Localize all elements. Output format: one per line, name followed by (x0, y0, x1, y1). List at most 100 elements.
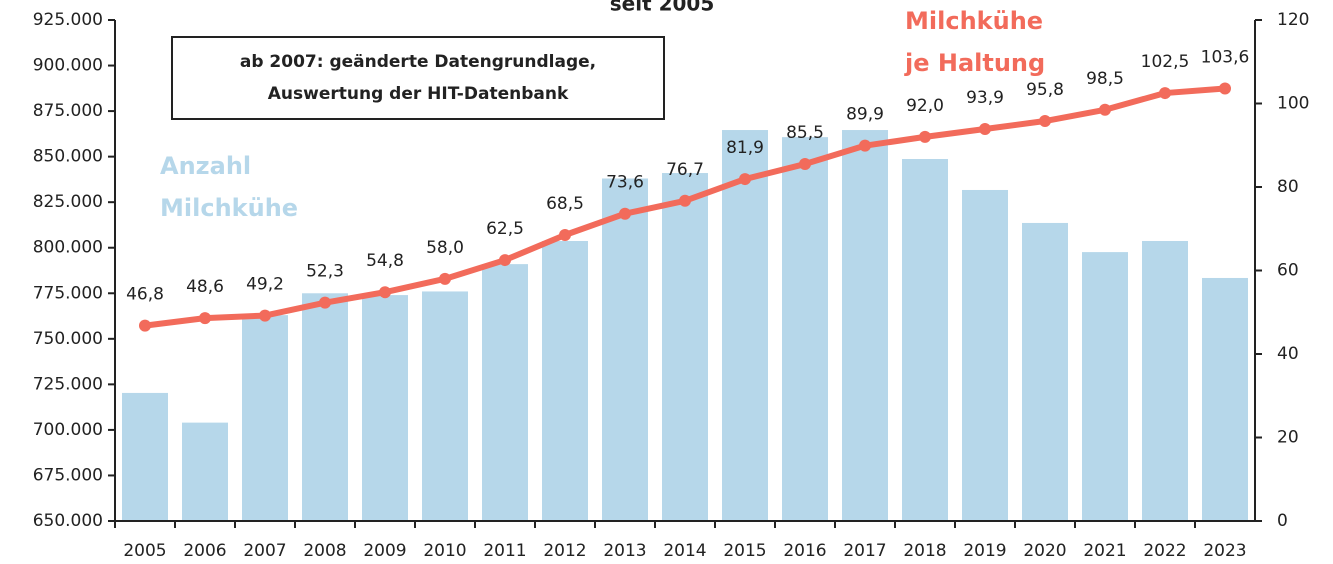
y2-tick-label: 100 (1277, 94, 1309, 114)
line-marker (979, 122, 991, 135)
bar (302, 293, 348, 521)
bar (1082, 252, 1128, 521)
y-tick-label: 650.000 (33, 511, 103, 531)
line-marker (199, 312, 211, 325)
data-label: 52,3 (306, 262, 344, 282)
data-label: 76,7 (666, 160, 704, 180)
data-label: 54,8 (366, 251, 404, 271)
data-label: 98,5 (1086, 69, 1124, 89)
data-label: 95,8 (1026, 80, 1064, 100)
x-tick-label: 2020 (1023, 541, 1066, 561)
data-label: 46,8 (126, 285, 164, 305)
y-tick-label: 800.000 (33, 238, 103, 258)
y2-tick-label: 0 (1277, 511, 1288, 531)
y-tick-label: 825.000 (33, 192, 103, 212)
x-tick-label: 2015 (723, 541, 766, 561)
data-label: 58,0 (426, 238, 464, 258)
data-label: 48,6 (186, 277, 224, 297)
chart-title: seit 2005 (610, 0, 715, 16)
bar (1142, 240, 1188, 521)
annotation: ab 2007: geänderte Datengrundlage, (240, 52, 596, 72)
line-marker (859, 139, 871, 152)
bar (662, 173, 708, 522)
bar (422, 291, 468, 521)
data-label: 93,9 (966, 88, 1004, 108)
line-marker (1099, 103, 1111, 116)
x-tick-label: 2019 (963, 541, 1006, 561)
bar (362, 295, 408, 521)
line-marker (799, 158, 811, 171)
data-label: 73,6 (606, 173, 644, 193)
y-tick-label: 875.000 (33, 101, 103, 121)
x-tick-label: 2010 (423, 541, 466, 561)
line-marker (139, 319, 151, 332)
bar (242, 315, 288, 521)
y-tick-label: 850.000 (33, 147, 103, 167)
bar (602, 178, 648, 522)
x-tick-label: 2007 (243, 541, 286, 561)
bar (542, 240, 588, 521)
x-tick-label: 2021 (1083, 541, 1126, 561)
line-marker (1159, 87, 1171, 100)
x-tick-label: 2011 (483, 541, 526, 561)
line-marker (679, 194, 691, 207)
y2-tick-label: 120 (1277, 10, 1309, 30)
data-label: 68,5 (546, 194, 584, 214)
y-tick-label: 675.000 (33, 465, 103, 485)
data-label: 81,9 (726, 138, 764, 158)
annotation: Auswertung der HIT-Datenbank (268, 84, 569, 104)
x-tick-label: 2013 (603, 541, 646, 561)
data-label: 103,6 (1201, 47, 1250, 67)
y-tick-label: 900.000 (33, 56, 103, 76)
y-tick-label: 700.000 (33, 420, 103, 440)
y-tick-label: 750.000 (33, 329, 103, 349)
bar (902, 159, 948, 521)
line-marker (259, 309, 271, 322)
data-label: 62,5 (486, 219, 524, 239)
line-marker (439, 272, 451, 285)
line-marker (379, 286, 391, 299)
data-label: 92,0 (906, 96, 944, 116)
bar (722, 130, 768, 521)
line-marker (559, 229, 571, 242)
bar (1022, 222, 1068, 521)
bar (122, 392, 168, 521)
x-tick-label: 2008 (303, 541, 346, 561)
y2-tick-label: 20 (1277, 428, 1299, 448)
x-tick-label: 2017 (843, 541, 886, 561)
bar (962, 189, 1008, 521)
x-tick-label: 2023 (1203, 541, 1246, 561)
y2-tick-label: 80 (1277, 177, 1299, 197)
x-tick-label: 2005 (123, 541, 166, 561)
y2-tick-label: 40 (1277, 344, 1299, 364)
bar (182, 422, 228, 521)
line-marker (619, 207, 631, 220)
bar (782, 137, 828, 521)
line-marker (1219, 82, 1231, 95)
line-marker (319, 296, 331, 309)
data-label: 49,2 (246, 275, 284, 295)
x-tick-label: 2018 (903, 541, 946, 561)
legend-label: Anzahl Milchkühe (160, 152, 298, 222)
x-tick-label: 2014 (663, 541, 706, 561)
bar (842, 130, 888, 521)
bar (482, 264, 528, 521)
line-marker (1039, 115, 1051, 128)
x-tick-label: 2022 (1143, 541, 1186, 561)
y2-tick-label: 60 (1277, 261, 1299, 281)
x-tick-label: 2009 (363, 541, 406, 561)
data-label: 85,5 (786, 123, 824, 143)
x-tick-label: 2012 (543, 541, 586, 561)
annotation-box (171, 36, 665, 120)
y-tick-label: 775.000 (33, 283, 103, 303)
line-marker (499, 254, 511, 267)
x-tick-label: 2016 (783, 541, 826, 561)
y-tick-label: 925.000 (33, 10, 103, 30)
y-tick-label: 725.000 (33, 374, 103, 394)
data-label: 89,9 (846, 105, 884, 125)
line-marker (739, 173, 751, 186)
line-marker (919, 130, 931, 143)
x-tick-label: 2006 (183, 541, 226, 561)
bar (1202, 277, 1248, 521)
